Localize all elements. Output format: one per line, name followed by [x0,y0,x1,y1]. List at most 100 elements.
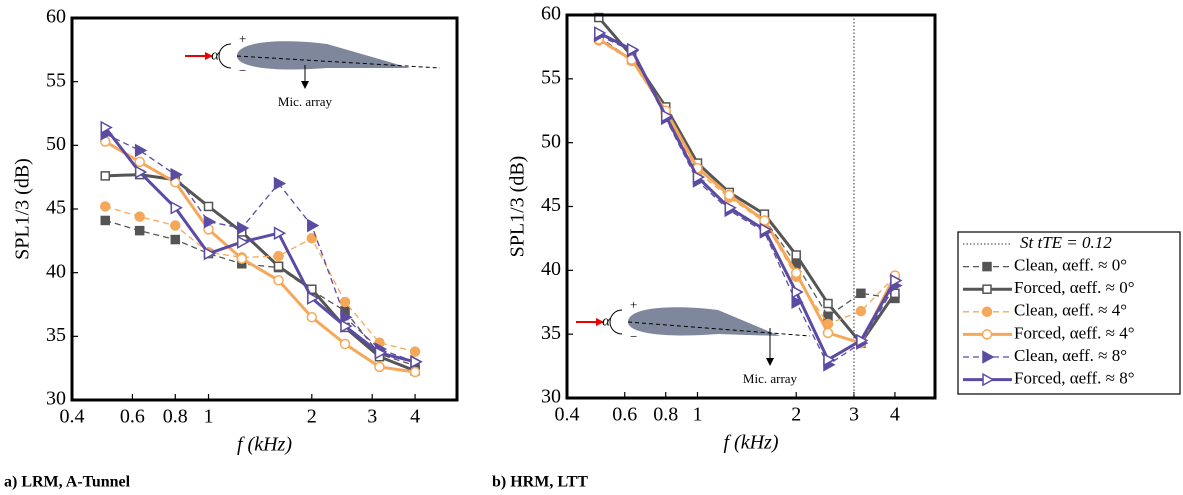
legend-marker-shape [981,329,993,340]
marker [273,261,284,272]
marker [340,319,353,333]
marker [306,233,318,244]
y-tick-label: 40 [541,258,561,280]
x-tick-label: 0.6 [120,406,145,428]
marker [134,211,145,222]
chord-line [236,55,441,69]
plot-frame [565,13,937,400]
legend-marker-shape [982,261,992,272]
plus-label: + [630,297,637,312]
marker [409,346,421,357]
marker [203,246,217,261]
panel-caption: b) HRM, LTT [492,474,588,491]
flow-arrowhead [205,52,213,60]
marker [237,235,250,249]
marker [692,170,706,184]
series [100,120,423,369]
marker [660,109,674,123]
marker [724,189,735,201]
legend-marker-shape [982,372,995,387]
flow-arrowhead [596,318,604,326]
marker [170,200,183,215]
marker [100,120,113,135]
marker [823,352,836,367]
legend-marker-shape [982,284,992,294]
marker [100,171,110,181]
series-line [105,173,416,373]
legend-marker [981,329,993,340]
legend-marker [982,372,995,387]
x-axis-label: f (kHz) [724,432,779,454]
y-tick-label: 30 [541,386,561,408]
marker [99,201,111,212]
marker [170,220,181,231]
legend-label: Clean, αeff. ≈ 4° [1014,301,1127,320]
series [100,127,423,369]
marker [822,327,834,339]
y-tick-label: 35 [541,322,561,344]
marker [273,275,284,286]
legend-marker [982,350,995,364]
series [99,201,421,357]
marker [759,222,772,237]
series-line [105,219,416,367]
marker [170,167,183,182]
plus-label: + [239,31,246,46]
marker [273,226,287,240]
x-tick-label: 3 [367,406,377,428]
y-tick-label: 40 [46,260,66,282]
airfoil [628,307,780,336]
mic-label: Mic. array [743,371,798,386]
legend-label: Clean, αeff. ≈ 8° [1014,346,1127,365]
y-tick-label: 45 [46,197,66,219]
marker [100,215,110,226]
marker [724,201,737,215]
alpha-label: α [211,47,220,63]
marker [307,291,320,305]
marker [134,225,145,236]
x-tick-label: 0.6 [612,404,637,426]
legend-label: Forced, αeff. ≈ 8° [1014,369,1135,388]
marker [273,250,284,262]
marker [856,288,866,299]
marker [339,338,351,350]
alpha-arc [218,43,232,69]
marker [134,143,148,158]
x-tick-label: 0.8 [653,404,678,426]
y-tick-label: 55 [541,66,561,88]
y-tick-label: 30 [46,388,66,410]
x-tick-label: 1 [692,404,702,426]
marker [306,311,318,323]
marker [856,333,869,348]
marker [374,361,385,373]
x-tick-label: 2 [791,404,801,426]
minus-label: − [239,63,246,78]
x-tick-label: 3 [849,404,859,426]
marker [170,234,181,245]
series-line [598,39,896,325]
x-tick-label: 0.4 [60,406,85,428]
series-line [597,37,897,345]
marker [626,42,640,57]
legend-label: Clean, αeff. ≈ 0° [1014,256,1127,275]
series-line [105,205,416,353]
marker [339,296,351,308]
alpha-arc [609,309,623,335]
y-tick-label: 60 [541,3,561,25]
marker [374,346,388,360]
legend-label: Forced, αeff. ≈ 0° [1014,278,1135,297]
marker [791,285,804,299]
y-tick-label: 55 [46,69,66,91]
marker [594,26,607,40]
marker [203,214,217,229]
marker [855,305,867,317]
marker [203,201,214,212]
x-tick-label: 0.8 [163,406,188,428]
x-tick-label: 4 [410,406,420,428]
series-line [597,16,897,346]
legend-label: St tTE = 0.12 [1020,233,1112,252]
series-line [104,140,416,374]
y-tick-label: 35 [46,324,66,346]
marker [791,250,801,260]
